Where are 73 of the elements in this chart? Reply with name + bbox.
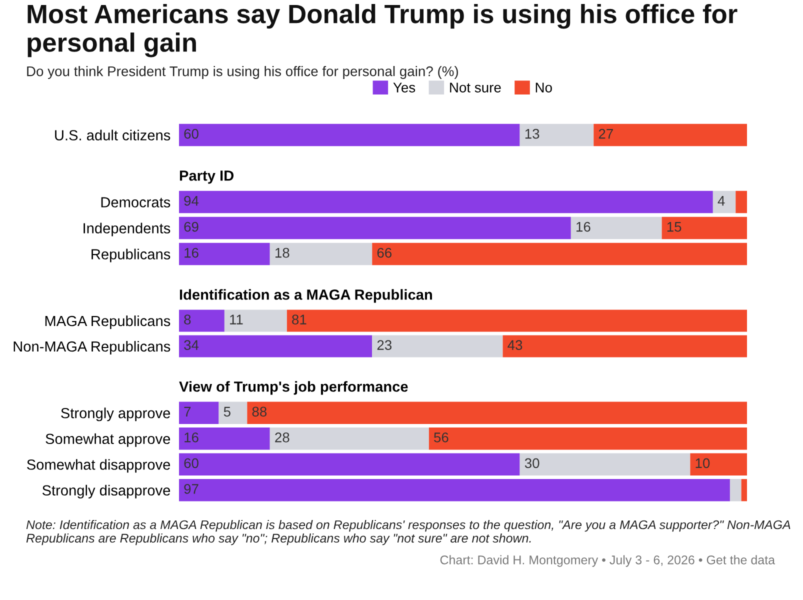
bar	[712, 190, 736, 214]
data-label: 66	[377, 248, 392, 258]
data-label: 16	[184, 248, 198, 258]
bar	[179, 428, 270, 450]
data-label: 43	[508, 340, 522, 350]
y-tick-label: Strongly approve	[61, 408, 170, 422]
bar	[502, 335, 747, 358]
data-label: 34	[184, 340, 199, 350]
data-label: 27	[598, 128, 613, 139]
bar	[270, 428, 429, 450]
bar	[224, 310, 287, 332]
bar	[179, 479, 730, 502]
bar	[372, 242, 747, 266]
data-label: 13	[525, 128, 540, 139]
bar	[179, 190, 713, 214]
data-label: 28	[275, 432, 290, 442]
chart-title: View of Trump's job performance	[179, 381, 408, 395]
data-label: 56	[434, 432, 448, 442]
legend-label: Not sure	[450, 82, 501, 92]
bar	[736, 190, 747, 214]
data-label: 18	[275, 248, 290, 258]
y-tick-label: Republicans	[92, 248, 170, 262]
data-label: 15	[667, 222, 682, 232]
data-label: 8	[184, 314, 191, 324]
data-label: 5	[224, 406, 230, 417]
data-label: 60	[184, 128, 198, 139]
data-label: 88	[252, 406, 267, 417]
y-tick-label: Democrats	[101, 197, 170, 208]
bar	[270, 242, 372, 266]
y-tick-label: Somewhat approve	[46, 433, 170, 447]
bar	[179, 335, 372, 358]
text: Note: Identification as a MAGA Republican is based on Republicans' responses to the question, "Are you a MAGA supporter?" Non-MAGA Republicans are Republicans who say "no"; Republicans who say "not sure" are not shown.	[26, 520, 790, 546]
data-label: 69	[184, 222, 198, 232]
data-label: 16	[576, 222, 590, 232]
data-label: 30	[524, 458, 540, 468]
legend-label: Yes	[393, 82, 416, 92]
y-tick-label: Strongly disapprove	[42, 484, 170, 498]
data-label: 10	[696, 458, 710, 468]
bar	[730, 479, 742, 502]
data-label: 81	[292, 314, 306, 324]
bar	[179, 216, 571, 240]
bar	[520, 453, 690, 476]
chart-title: Most Americans say Donald Trump is using his office for personal gain	[28, 4, 738, 58]
y-tick-label: U.S. adult citizens	[55, 130, 170, 140]
y-tick-label: MAGA Republicans	[45, 315, 170, 330]
data-label: 23	[377, 340, 392, 350]
bar	[741, 479, 747, 502]
bar	[179, 310, 224, 332]
bar	[218, 402, 248, 424]
bar	[690, 453, 747, 476]
chart-subtitle: Do you think President Trump is using his office for personal gain? (%)	[27, 66, 458, 79]
bar	[179, 242, 270, 266]
text: Chart: David H. Montgomery • July 3 - 6, 2026 • Get the data	[440, 555, 776, 567]
data-label: 97	[184, 484, 198, 494]
data-label: 11	[230, 314, 243, 324]
data-label: 60	[184, 458, 198, 468]
data-label: 7	[184, 406, 191, 416]
bar	[247, 402, 747, 424]
data-label: 16	[184, 432, 198, 442]
chart-title: Identification as a MAGA Republican	[180, 289, 432, 303]
data-label: 94	[184, 196, 199, 206]
y-tick-label: Independents	[84, 222, 170, 236]
bar	[570, 216, 662, 240]
chart-title: Party ID	[180, 170, 234, 184]
bar	[372, 335, 503, 358]
bar	[179, 453, 520, 476]
bar	[179, 402, 219, 424]
y-tick-label: Non-MAGA Republicans	[14, 340, 170, 355]
y-tick-label: Somewhat disapprove	[27, 459, 170, 473]
legend-label: No	[536, 82, 552, 92]
bar	[428, 428, 747, 450]
data-label: 4	[718, 196, 725, 206]
bar	[662, 216, 747, 240]
